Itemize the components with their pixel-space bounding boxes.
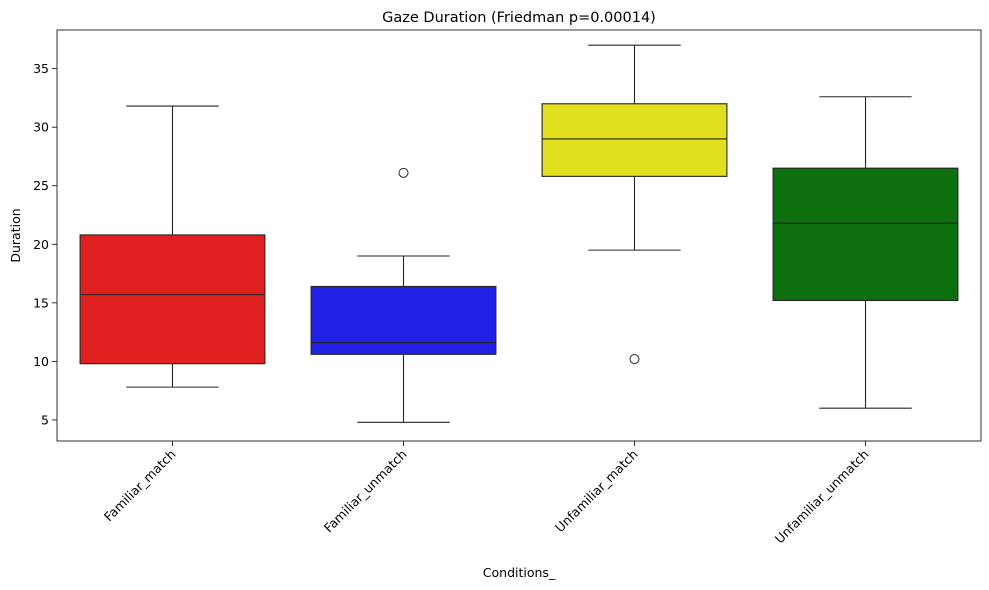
box-familiar-match xyxy=(79,105,266,388)
iqr-box xyxy=(310,285,497,355)
outlier-point xyxy=(398,167,409,178)
x-tick-label: Familiar_match xyxy=(101,447,179,525)
y-tick-label: 35 xyxy=(33,61,49,76)
outlier-point xyxy=(629,354,640,365)
x-axis: Familiar_match Familiar_unmatch Unfamiliar… xyxy=(101,441,872,546)
plot-layer xyxy=(79,44,959,423)
y-tick-label: 15 xyxy=(33,295,49,310)
y-axis-label: Duration xyxy=(8,208,23,262)
x-tick-label: Familiar_unmatch xyxy=(321,447,410,536)
iqr-box xyxy=(79,234,266,365)
iqr-box xyxy=(541,103,728,177)
box-unfamiliar-match xyxy=(541,44,728,365)
y-tick-label: 10 xyxy=(33,354,49,369)
plot-frame xyxy=(56,29,982,442)
box-familiar-unmatch xyxy=(310,167,497,423)
chart-title: Gaze Duration (Friedman p=0.00014) xyxy=(382,10,656,26)
iqr-box xyxy=(772,167,959,302)
x-axis-label: Conditions_ xyxy=(483,565,556,580)
y-tick-label: 30 xyxy=(33,120,49,135)
x-tick-label: Unfamiliar_unmatch xyxy=(772,447,872,547)
box-unfamiliar-unmatch xyxy=(772,96,959,409)
y-tick-label: 20 xyxy=(33,237,49,252)
y-tick-label: 5 xyxy=(41,412,49,427)
y-tick-label: 25 xyxy=(33,178,49,193)
y-axis: 5 10 15 20 25 30 35 xyxy=(33,61,57,427)
x-tick-label: Unfamiliar_match xyxy=(552,447,641,536)
